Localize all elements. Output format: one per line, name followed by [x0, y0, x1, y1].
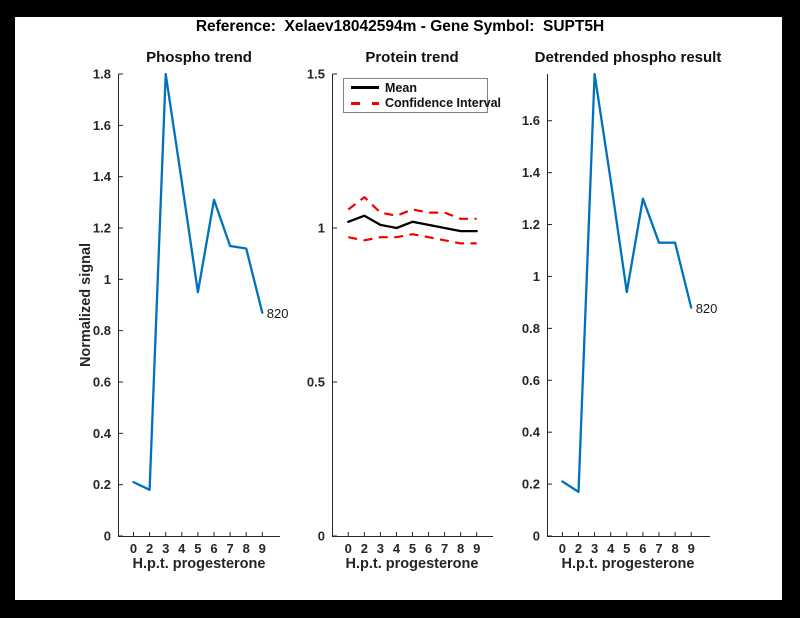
legend-label-confidence-interval: Confidence Interval — [385, 96, 501, 111]
confidence-interval-line-sample — [351, 101, 379, 105]
figure-title: Reference: Xelaev18042594m - Gene Symbol… — [195, 18, 605, 35]
mean-line-sample — [351, 86, 379, 90]
subplot3-title: Detrended phospho result — [534, 49, 722, 66]
legend-row-confidence-interval: Confidence Interval — [351, 96, 501, 110]
legend-label-mean: Mean — [385, 80, 417, 95]
subplot1-xlabel: H.p.t. progesterone — [132, 556, 266, 572]
subplot1-title: Phospho trend — [146, 49, 252, 66]
subplot1-ylabel: Normalized signal — [78, 242, 94, 368]
subplot2-title: Protein trend — [365, 49, 459, 66]
legend-row-mean: Mean — [351, 81, 487, 95]
subplot2-xlabel: H.p.t. progesterone — [345, 556, 479, 572]
legend: Mean Confidence Interval — [343, 78, 501, 113]
subplot3-xlabel: H.p.t. progesterone — [561, 556, 695, 572]
